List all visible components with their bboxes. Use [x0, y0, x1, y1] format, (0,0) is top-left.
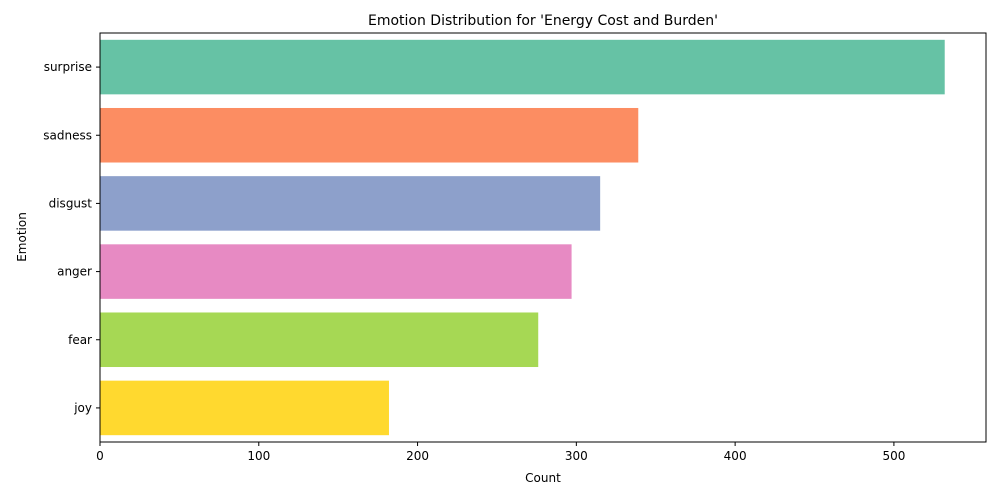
y-axis: surprise sadness disgust anger fear joy — [43, 60, 100, 415]
y-tick-label-anger: anger — [57, 265, 92, 279]
y-tick-label-sadness: sadness — [43, 128, 92, 142]
bar-anger — [100, 244, 572, 299]
bar-disgust — [100, 176, 601, 231]
x-tick-label: 200 — [406, 449, 429, 463]
bars-layer — [100, 39, 945, 436]
bar-joy — [100, 380, 389, 436]
plot-frame — [99, 32, 987, 443]
y-tick-label-surprise: surprise — [44, 60, 92, 74]
x-tick-label: 300 — [565, 449, 588, 463]
bar-sadness — [100, 107, 639, 163]
y-tick-label-joy: joy — [73, 401, 92, 415]
chart-title: Emotion Distribution for 'Energy Cost an… — [368, 13, 718, 29]
y-tick-label-disgust: disgust — [49, 196, 93, 210]
y-axis-title: Emotion — [15, 212, 29, 262]
bar-fear — [100, 312, 539, 368]
x-tick-label: 0 — [96, 449, 104, 463]
x-tick-label: 100 — [247, 449, 270, 463]
x-tick-label: 400 — [724, 449, 747, 463]
y-tick-label-fear: fear — [68, 333, 92, 347]
x-axis: 0 100 200 300 400 500 — [96, 442, 905, 463]
x-tick-label: 500 — [882, 449, 905, 463]
x-axis-title: Count — [525, 471, 561, 485]
bar-surprise — [100, 39, 945, 95]
